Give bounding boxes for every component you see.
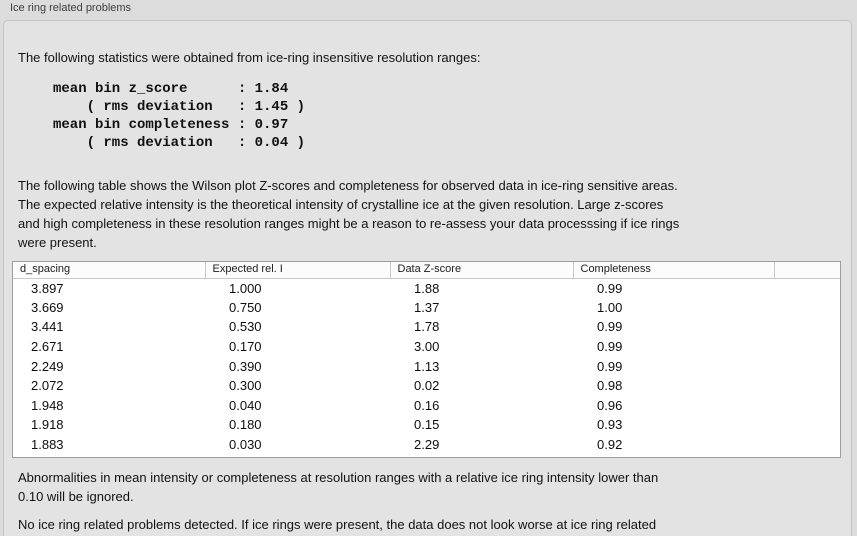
table-cell: 0.180 — [229, 417, 262, 433]
table-cell: 1.78 — [414, 319, 440, 335]
table-cell: 0.96 — [597, 397, 623, 413]
column-header-expected-rel-i[interactable]: Expected rel. I — [204, 262, 390, 279]
table-cell: 0.530 — [229, 319, 262, 335]
column-header-d-spacing[interactable]: d_spacing — [13, 262, 205, 279]
table-cell: 0.040 — [229, 397, 262, 413]
table-cell: 0.390 — [229, 358, 262, 374]
stats-block: mean bin z_score : 1.84 ( rms deviation … — [53, 81, 306, 151]
table-cell: 0.92 — [597, 437, 623, 453]
table-cell: 2.671 — [31, 339, 64, 355]
table-cell: 0.99 — [597, 339, 623, 355]
table-cell: 1.000 — [229, 280, 262, 296]
column-header-completeness[interactable]: Completeness — [572, 262, 774, 279]
table-header-row: d_spacing Expected rel. I Data Z-score C… — [13, 262, 840, 279]
table-cell: 1.37 — [414, 299, 440, 315]
table-cell — [774, 278, 840, 298]
table-cell: 0.170 — [229, 339, 262, 355]
table-cell: 3.00 — [414, 339, 440, 355]
table-row[interactable]: 1.883 0.030 2.29 0.92 — [13, 435, 840, 455]
table-cell: 0.99 — [597, 358, 623, 374]
column-header-empty — [773, 262, 840, 279]
table-row[interactable]: 2.249 0.390 1.13 0.99 — [13, 356, 840, 376]
table-cell: 2.249 — [31, 358, 64, 374]
table-cell: 0.300 — [229, 378, 262, 394]
table-body: 3.897 1.000 1.88 0.99 3.669 0.750 1.37 1.00 3.44… — [13, 278, 840, 454]
table-cell: 1.948 — [31, 397, 64, 413]
intro-text: The following statistics were obtained f… — [18, 50, 481, 65]
table-row[interactable]: 3.897 1.000 1.88 0.99 — [13, 278, 840, 298]
ignore-rule-text: Abnormalities in mean intensity or compl… — [18, 470, 659, 504]
table-row[interactable]: 1.948 0.040 0.16 0.96 — [13, 396, 840, 416]
table-cell: 3.897 — [31, 280, 64, 296]
table-cell: 2.29 — [414, 437, 440, 453]
ice-ring-panel: The following statistics were obtained f… — [3, 20, 852, 536]
table-row[interactable]: 1.918 0.180 0.15 0.93 — [13, 415, 840, 435]
table-cell: 0.15 — [414, 417, 440, 433]
column-header-data-z-score[interactable]: Data Z-score — [389, 262, 573, 279]
table-cell: 1.883 — [31, 437, 64, 453]
table-cell — [774, 396, 840, 416]
table-cell: 1.13 — [414, 358, 440, 374]
table-cell: 1.918 — [31, 417, 64, 433]
table-cell — [774, 356, 840, 376]
table-cell: 0.030 — [229, 437, 262, 453]
table-cell: 3.669 — [31, 299, 64, 315]
table-row[interactable]: 3.441 0.530 1.78 0.99 — [13, 317, 840, 337]
table-row[interactable]: 3.669 0.750 1.37 1.00 — [13, 298, 840, 318]
table-cell: 0.750 — [229, 299, 262, 315]
ice-ring-table-container: d_spacing Expected rel. I Data Z-score C… — [12, 261, 841, 458]
table-cell — [774, 317, 840, 337]
table-cell: 0.93 — [597, 417, 623, 433]
table-cell — [774, 415, 840, 435]
table-cell: 3.441 — [31, 319, 64, 335]
table-cell: 0.98 — [597, 378, 623, 394]
table-row[interactable]: 2.072 0.300 0.02 0.98 — [13, 376, 840, 396]
table-cell: 2.072 — [31, 378, 64, 394]
table-row[interactable]: 2.671 0.170 3.00 0.99 — [13, 337, 840, 357]
table-cell: 0.99 — [597, 319, 623, 335]
panel-title: Ice ring related problems — [10, 2, 132, 14]
ice-ring-table: d_spacing Expected rel. I Data Z-score C… — [13, 262, 840, 454]
table-cell — [774, 298, 840, 318]
table-cell: 0.02 — [414, 378, 440, 394]
table-cell: 1.00 — [597, 299, 623, 315]
table-cell: 0.16 — [414, 397, 440, 413]
table-cell — [774, 376, 840, 396]
description-text: The following table shows the Wilson plo… — [18, 178, 680, 250]
table-cell: 0.99 — [597, 280, 623, 296]
table-cell — [774, 435, 840, 455]
table-cell: 1.88 — [414, 280, 440, 296]
conclusion-text: No ice ring related problems detected. I… — [18, 517, 657, 532]
table-cell — [774, 337, 840, 357]
